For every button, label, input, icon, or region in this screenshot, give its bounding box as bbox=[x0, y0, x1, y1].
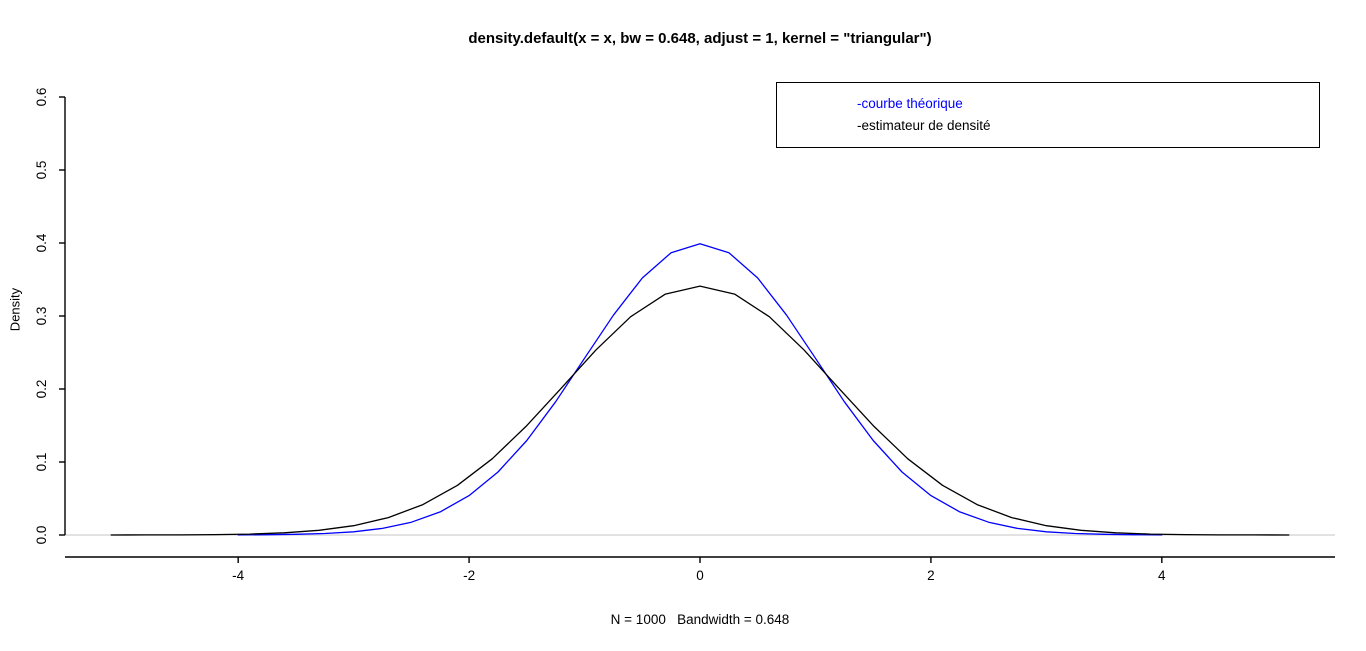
x-axis-label: N = 1000 Bandwidth = 0.648 bbox=[610, 612, 790, 627]
y-tick-label: 0.4 bbox=[34, 233, 49, 252]
x-tick-label: 2 bbox=[927, 568, 935, 583]
y-tick-label: 0.0 bbox=[34, 526, 49, 545]
legend-item-density-estimator: -estimateur de densité bbox=[857, 118, 991, 133]
y-tick-label: 0.6 bbox=[34, 88, 49, 107]
plot-title: density.default(x = x, bw = 0.648, adjus… bbox=[468, 30, 932, 47]
x-tick-label: 0 bbox=[696, 568, 704, 583]
x-tick-label: 4 bbox=[1158, 568, 1166, 583]
y-tick-label: 0.3 bbox=[34, 307, 49, 326]
series-curve-1 bbox=[110, 285, 1290, 536]
y-tick-label: 0.1 bbox=[34, 453, 49, 472]
y-tick-label: 0.2 bbox=[34, 380, 49, 399]
x-tick-label: -2 bbox=[463, 568, 475, 583]
y-tick-label: 0.5 bbox=[34, 161, 49, 180]
series-curve-0 bbox=[237, 243, 1163, 536]
legend-item-theoretical-curve: -courbe théorique bbox=[857, 96, 963, 111]
x-tick-label: -4 bbox=[232, 568, 244, 583]
legend: -courbe théorique -estimateur de densité bbox=[776, 82, 1320, 148]
